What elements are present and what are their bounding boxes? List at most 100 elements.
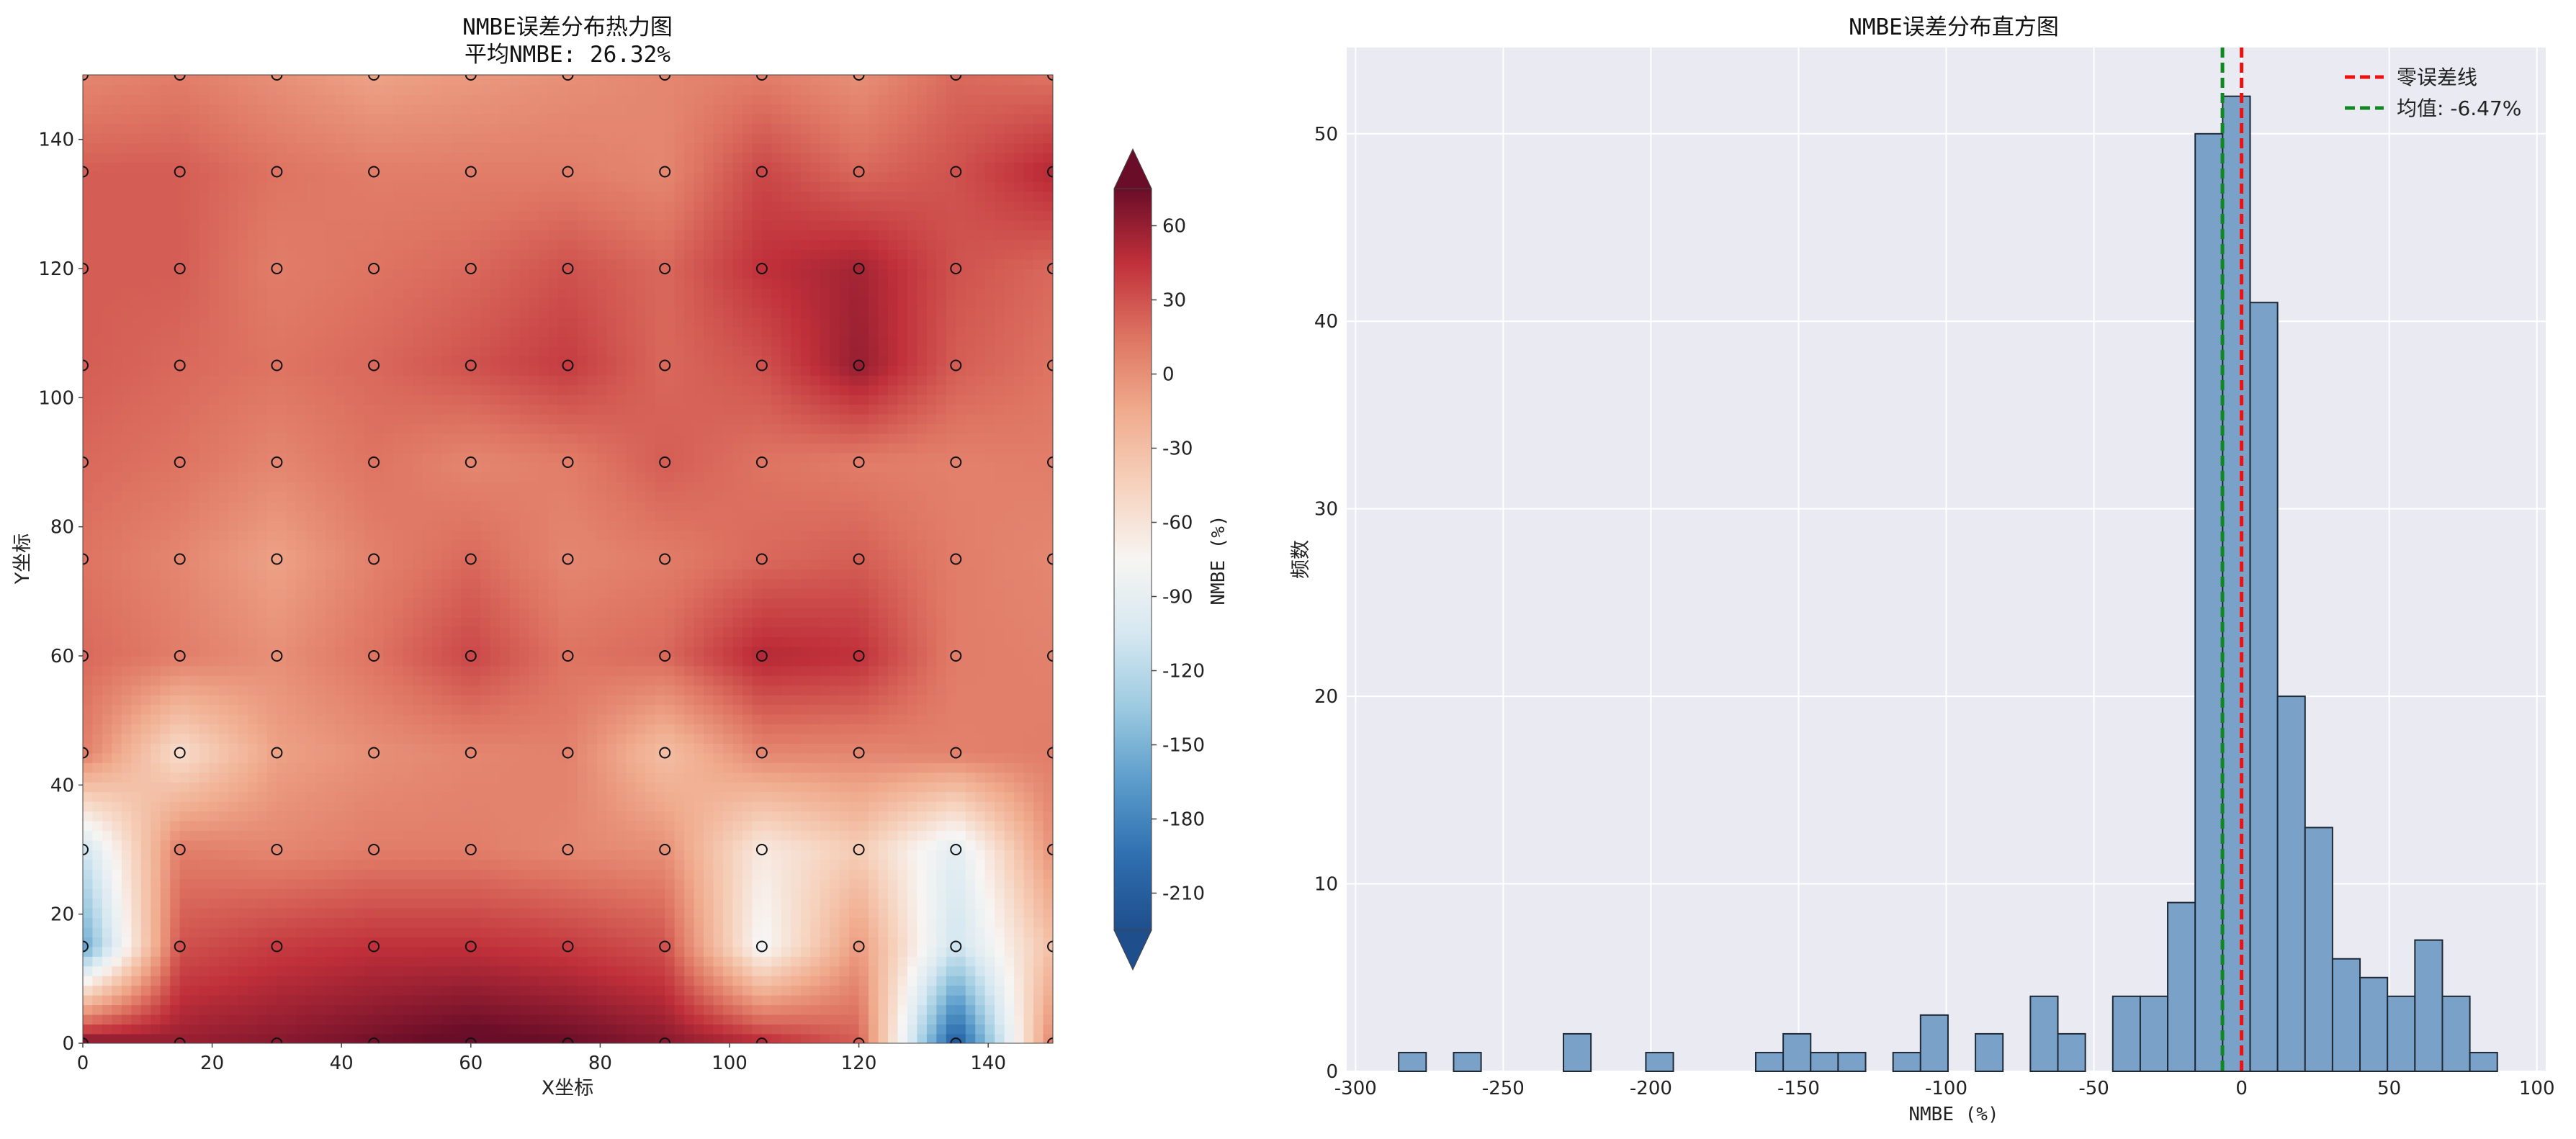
sample-point — [271, 650, 283, 662]
colorbar-tick-label: -150 — [1162, 735, 1205, 757]
histogram-y-tick-label: 10 — [1314, 874, 1338, 896]
sample-point — [853, 553, 865, 565]
sample-point — [853, 456, 865, 468]
sample-point — [755, 650, 768, 662]
sample-point — [465, 75, 477, 81]
histogram-legend: 零误差线 均值: -6.47% — [2345, 66, 2521, 120]
histogram-bar — [2414, 939, 2443, 1072]
heatmap-x-tick-label: 100 — [712, 1053, 748, 1074]
histogram-y-tick-label: 40 — [1314, 311, 1338, 333]
sample-point — [1047, 166, 1053, 178]
heatmap-surface — [83, 75, 1053, 1043]
sample-point — [562, 650, 574, 662]
sample-point — [271, 553, 283, 565]
histogram-bar — [1453, 1051, 1482, 1072]
sample-point — [659, 650, 671, 662]
histogram-bar — [2469, 1051, 2498, 1072]
sample-point — [465, 650, 477, 662]
sample-point — [562, 263, 574, 274]
heatmap-y-tick-label: 40 — [50, 775, 74, 796]
histogram-bar — [2304, 827, 2333, 1073]
sample-point — [174, 844, 186, 855]
histogram-bar — [1975, 1032, 2004, 1073]
histogram-reference-lines — [2220, 48, 2244, 1071]
sample-point — [83, 553, 89, 565]
sample-point — [1047, 844, 1053, 855]
heatmap-panel: NMBE误差分布热力图 平均NMBE: 26.32% 0 20 40 60 80 100 1… — [12, 14, 1229, 1099]
sample-point — [174, 263, 186, 274]
legend-label-zero-line: 零误差线 — [2397, 66, 2477, 89]
sample-point — [271, 75, 283, 81]
sample-point — [368, 456, 380, 468]
heatmap-frame — [82, 74, 1054, 1044]
colorbar-tick-label: 30 — [1162, 290, 1186, 312]
sample-point — [659, 1037, 671, 1043]
histogram-bar — [1645, 1051, 1674, 1072]
sample-point — [465, 1037, 477, 1043]
histogram-x-tick-label: -200 — [1630, 1078, 1672, 1099]
sample-point — [950, 263, 962, 274]
sample-point — [950, 1037, 962, 1043]
sample-point — [83, 359, 89, 372]
sample-point — [853, 1037, 865, 1043]
sample-point — [659, 747, 671, 759]
histogram-bar — [2167, 901, 2196, 1072]
sample-point — [562, 844, 574, 855]
heatmap-y-ticks: 0 20 40 60 80 100 120 140 — [38, 130, 83, 1055]
sample-point — [368, 844, 380, 855]
colorbar-tick-label: -90 — [1162, 587, 1193, 608]
sample-point — [1047, 747, 1053, 759]
histogram-x-tick-label: -50 — [2078, 1078, 2109, 1099]
sample-point — [368, 1037, 380, 1043]
sample-point — [174, 1037, 186, 1043]
histogram-bar — [1892, 1051, 1921, 1072]
heatmap-x-tick-label: 80 — [588, 1053, 612, 1074]
colorbar-label: NMBE (%) — [1208, 515, 1229, 605]
histogram-x-tick-label: 50 — [2377, 1078, 2401, 1099]
sample-point — [755, 940, 768, 953]
sample-point — [368, 75, 380, 81]
sample-point — [174, 553, 186, 565]
sample-point — [368, 650, 380, 662]
sample-point — [368, 747, 380, 759]
colorbar-tick-label: 60 — [1162, 216, 1186, 238]
heatmap-x-tick-label: 0 — [77, 1053, 89, 1074]
sample-point — [271, 747, 283, 759]
heatmap-y-label: Y坐标 — [12, 534, 34, 585]
histogram-y-tick-label: 50 — [1314, 124, 1338, 145]
sample-point — [562, 166, 574, 178]
colorbar-tick-label: -210 — [1162, 883, 1205, 905]
sample-point — [562, 747, 574, 759]
sample-point — [659, 553, 671, 565]
histogram-bar — [1754, 1051, 1785, 1072]
histogram-bar — [2276, 695, 2306, 1072]
sample-point — [83, 747, 89, 759]
sample-point — [562, 75, 574, 81]
histogram-y-tick-label: 20 — [1314, 686, 1338, 708]
sample-point — [271, 166, 283, 178]
histogram-x-label: NMBE (%) — [1908, 1104, 1998, 1125]
histogram-x-tick-label: 0 — [2235, 1078, 2248, 1099]
sample-point — [174, 940, 186, 953]
sample-point — [755, 1037, 768, 1043]
sample-point — [174, 359, 186, 372]
sample-point — [950, 359, 962, 372]
histogram-bar — [1837, 1051, 1867, 1072]
heatmap-y-tick-label: 80 — [50, 517, 74, 539]
heatmap-y-tick-label: 60 — [50, 646, 74, 667]
colorbar-ticks: 60 30 0 -30 -60 -90 -120 -150 -180 -210 — [1152, 216, 1205, 905]
sample-point — [755, 553, 768, 565]
sample-point — [271, 263, 283, 274]
sample-point — [174, 650, 186, 662]
histogram-bar — [2387, 995, 2416, 1072]
sample-point — [368, 166, 380, 178]
sample-point — [853, 940, 865, 953]
sample-point — [174, 747, 186, 759]
heatmap-x-tick-label: 40 — [330, 1053, 354, 1074]
histogram-y-label: 频数 — [1290, 540, 1312, 579]
histogram-x-tick-label: -250 — [1482, 1078, 1525, 1099]
sample-point — [368, 359, 380, 372]
histogram-bar — [2194, 132, 2224, 1072]
sample-point — [950, 844, 962, 855]
